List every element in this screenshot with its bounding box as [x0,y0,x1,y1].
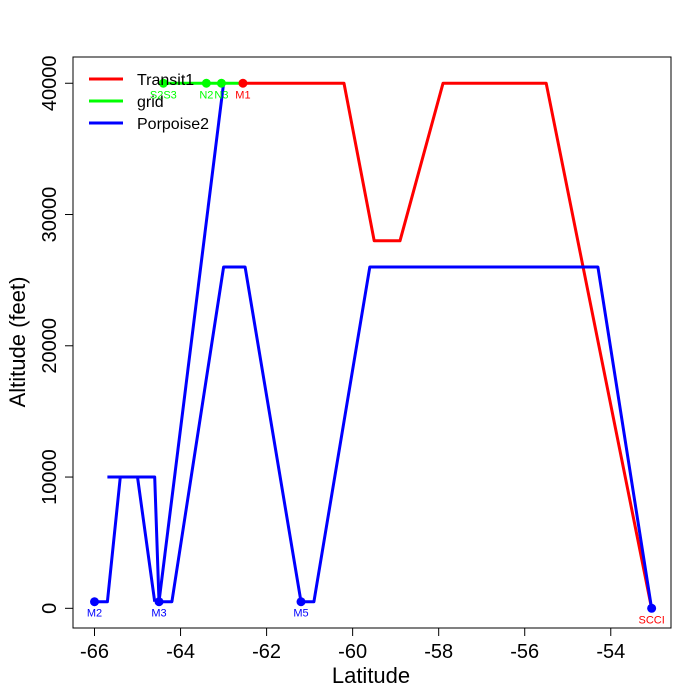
plot-frame [72,56,672,629]
x-tick-label: -56 [510,641,539,663]
waypoint-marker [154,597,164,607]
waypoint-marker [238,78,248,88]
waypoint-label: N2 [199,89,213,101]
series-line-0 [245,81,654,609]
x-tick-label: -62 [252,641,281,663]
waypoint-label: S2S3 [150,89,177,101]
y-tick-label: 40000 [39,55,61,111]
y-axis-title: Altitude (feet) [5,277,30,408]
x-tick-label: -60 [338,641,367,663]
x-tick-label: -54 [596,641,625,663]
waypoint-marker [216,78,226,88]
waypoint-label: M1 [235,89,250,101]
series-layer [94,81,654,609]
x-axis-title: Latitude [332,663,410,688]
x-tick-label: -58 [424,641,453,663]
waypoint-label: M3 [151,608,166,620]
waypoint-label: SCCI [638,614,664,626]
series-line-4 [107,475,157,602]
y-tick-label: 0 [39,603,61,614]
waypoint-label: M2 [87,608,102,620]
points-layer: M2 M3 M5 SCCI M1 S2S3 N2 N3 [87,78,665,626]
waypoint-marker [201,78,211,88]
y-tick-label: 20000 [39,318,61,374]
x-tick-label: -66 [80,641,109,663]
waypoint-marker [90,597,100,607]
y-tick-label: 30000 [39,187,61,243]
waypoint-marker [296,597,306,607]
legend-label: Porpoise2 [137,116,209,133]
waypoint-marker [158,78,168,88]
legend-label: grid [137,94,164,111]
x-tick-label: -64 [166,641,195,663]
y-axis: 0 10000 20000 30000 40000 [39,55,74,614]
waypoint-label: M5 [293,608,308,620]
x-axis: -66 -64 -62 -60 -58 -56 -54 [80,627,625,663]
legend-label: Transit1 [137,72,194,89]
waypoint-label: N3 [214,89,228,101]
y-tick-label: 10000 [39,449,61,505]
waypoint-marker [647,603,657,613]
series-line-3 [157,83,226,602]
legend: Transit1 grid Porpoise2 [89,72,209,133]
